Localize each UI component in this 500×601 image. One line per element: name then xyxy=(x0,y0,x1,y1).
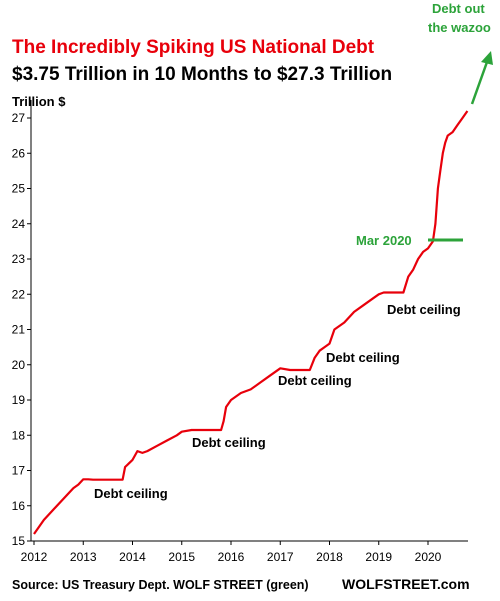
y-axis-label: Trillion $ xyxy=(12,94,66,109)
x-tick-label: 2019 xyxy=(365,550,392,564)
debt-series-line xyxy=(33,110,469,535)
y-tick-label: 20 xyxy=(12,358,26,372)
y-tick-label: 17 xyxy=(12,464,26,478)
y-tick-label: 16 xyxy=(12,499,26,513)
series-group xyxy=(33,110,469,535)
x-tick-label: 2014 xyxy=(119,550,146,564)
y-tick-label: 27 xyxy=(12,111,26,125)
y-tick-label: 18 xyxy=(12,428,26,442)
annotation-debt-ceiling-2017b: Debt ceiling xyxy=(326,350,400,365)
y-tick-label: 26 xyxy=(12,146,26,160)
x-tick-label: 2013 xyxy=(70,550,97,564)
annotation-debt-ceiling-2013: Debt ceiling xyxy=(94,486,168,501)
brand-label: WOLFSTREET.com xyxy=(342,576,470,592)
x-axis-ticks: 2012 2013 2014 2015 2016 2017 2018 2019 2020 xyxy=(21,541,442,564)
y-tick-label: 21 xyxy=(12,323,26,337)
annotation-wazoo-line2: the wazoo xyxy=(428,20,491,35)
y-tick-label: 25 xyxy=(12,182,26,196)
wazoo-arrow-shaft xyxy=(470,61,489,105)
annotation-debt-ceiling-2019: Debt ceiling xyxy=(387,302,461,317)
annotation-wazoo-line1: Debt out xyxy=(432,1,485,16)
y-tick-label: 19 xyxy=(12,393,26,407)
y-tick-label: 22 xyxy=(12,287,26,301)
y-tick-label: 15 xyxy=(12,534,26,548)
x-tick-label: 2012 xyxy=(21,550,48,564)
y-axis-ticks: 15 16 17 18 19 20 21 22 23 24 25 26 27 xyxy=(12,111,31,548)
annotation-debt-ceiling-2017a: Debt ceiling xyxy=(278,373,352,388)
chart-title: The Incredibly Spiking US National Debt xyxy=(12,37,375,58)
x-tick-label: 2017 xyxy=(267,550,294,564)
axes xyxy=(30,100,468,542)
annotation-debt-ceiling-2015: Debt ceiling xyxy=(192,435,266,450)
annotation-mar-2020: Mar 2020 xyxy=(356,233,412,248)
chart-subtitle: $3.75 Trillion in 10 Months to $27.3 Tri… xyxy=(12,64,392,85)
source-note: Source: US Treasury Dept. WOLF STREET (g… xyxy=(12,578,309,592)
x-tick-label: 2018 xyxy=(316,550,343,564)
wazoo-arrow-head xyxy=(481,51,493,65)
y-tick-label: 23 xyxy=(12,252,26,266)
x-tick-label: 2015 xyxy=(168,550,195,564)
x-tick-label: 2020 xyxy=(415,550,442,564)
y-tick-label: 24 xyxy=(12,217,26,231)
x-tick-label: 2016 xyxy=(218,550,245,564)
